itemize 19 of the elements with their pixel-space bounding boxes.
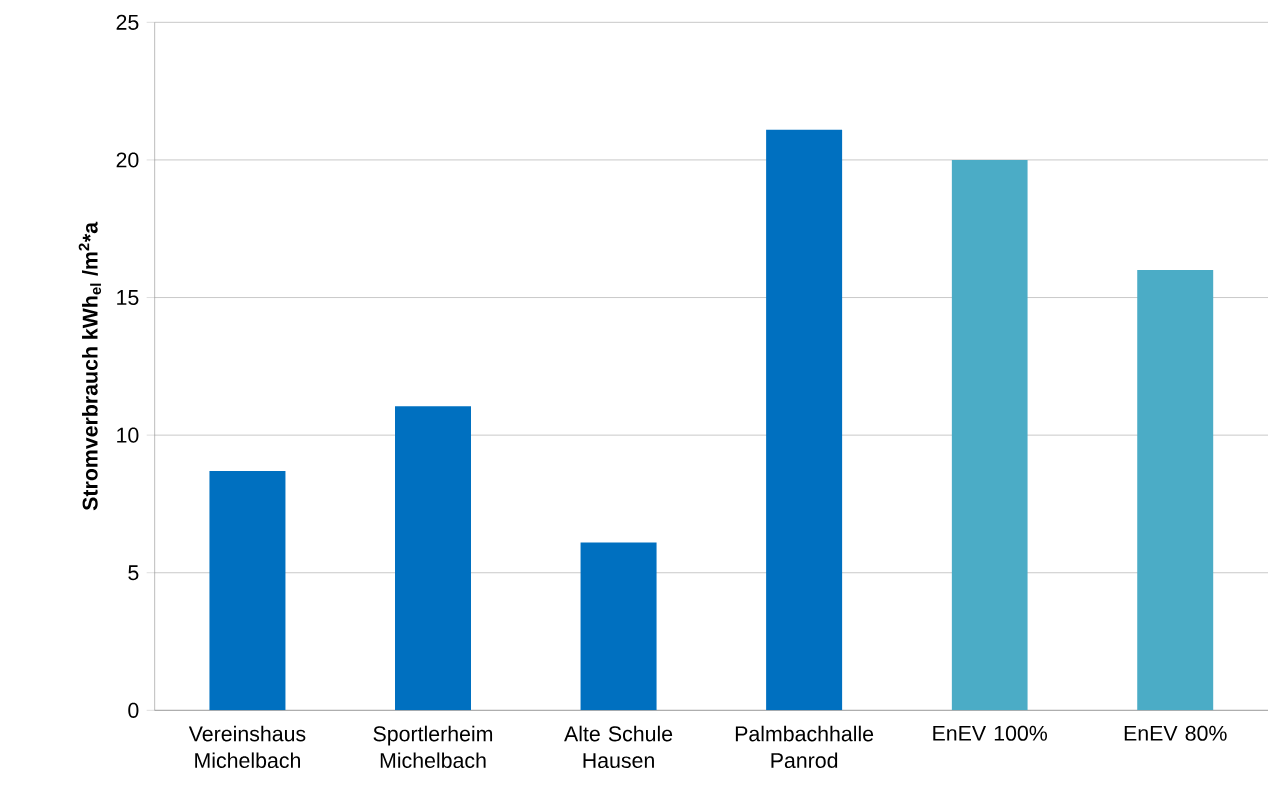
x-tick-label: Sportlerheim Michelbach	[373, 725, 493, 769]
y-tick-label: 5	[128, 565, 139, 581]
x-tick-label: EnEV 80%	[1124, 725, 1227, 741]
x-tick-label: Palmbachhalle Panrod	[735, 725, 874, 769]
y-tick-label: 25	[116, 14, 139, 30]
y-tick-label: 15	[117, 290, 139, 305]
bar	[209, 470, 286, 711]
x-tick-label: EnEV 100%	[933, 725, 1048, 741]
bar	[951, 159, 1028, 711]
bar	[766, 129, 843, 711]
y-tick-label: 20	[116, 152, 139, 168]
bar	[1137, 270, 1214, 711]
x-tick-label: Vereinshaus Michelbach	[188, 725, 306, 769]
bar	[580, 542, 657, 711]
x-tick-label: Alte Schule Hausen	[564, 725, 673, 769]
y-tick-label: 10	[117, 427, 139, 443]
bar	[395, 406, 472, 711]
text: Stromverbrauch kWh$_{el}$ /m$^{2}$*a	[78, 221, 102, 511]
y-tick-label: 0	[128, 702, 139, 718]
